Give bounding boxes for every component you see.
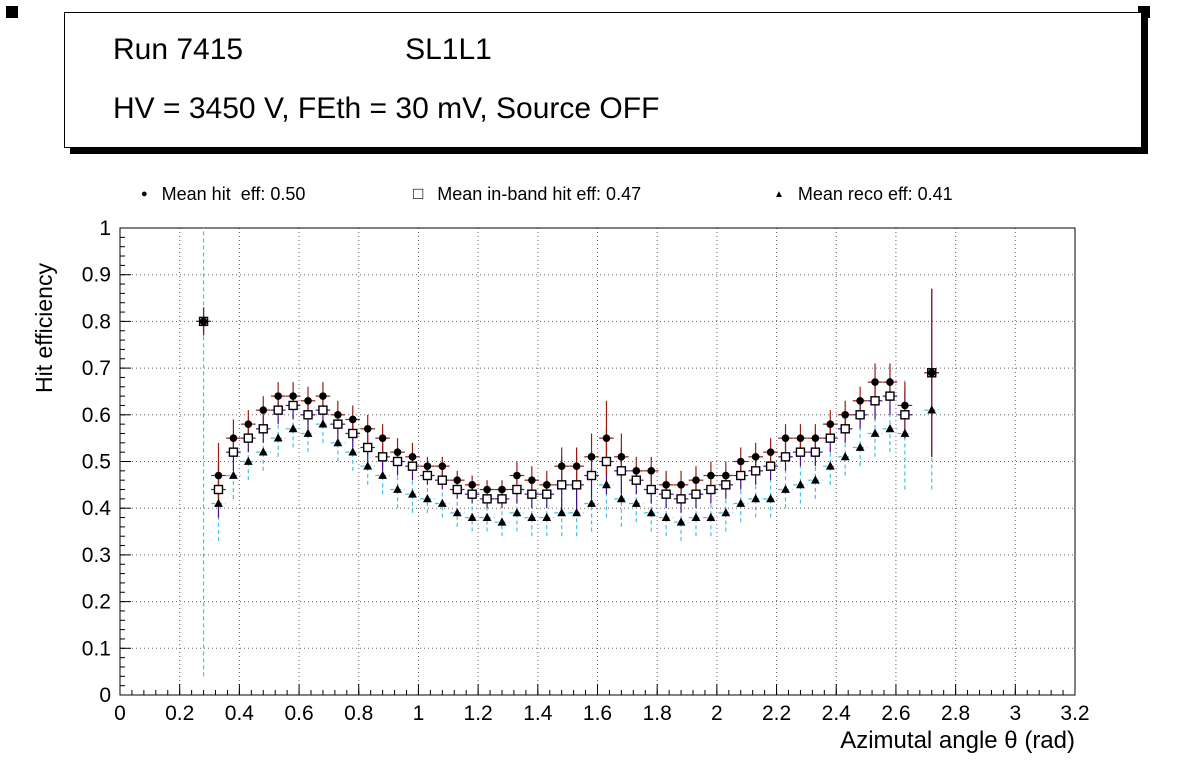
legend-item-inband-hit-eff: □ Mean in-band hit eff: 0.47 xyxy=(413,184,641,205)
y-tick-label: 0.1 xyxy=(82,637,111,660)
series-reco-eff-error-bars xyxy=(196,228,940,677)
series-reco-eff-markers xyxy=(199,316,937,526)
x-tick-label: 1.2 xyxy=(464,702,493,725)
x-tick-label: 1.8 xyxy=(643,702,672,725)
y-tick-label: 0.7 xyxy=(82,357,111,380)
x-tick-label: 1 xyxy=(413,702,425,725)
x-tick-label: 1.4 xyxy=(523,702,553,725)
x-tick-label: 0.6 xyxy=(284,702,313,725)
x-tick-label: 0.2 xyxy=(165,702,194,725)
x-tick-label: 2.2 xyxy=(762,702,791,725)
x-tick-label: 2.6 xyxy=(881,702,910,725)
y-tick-label: 0 xyxy=(99,684,111,707)
legend-label-reco-eff: Mean reco eff: 0.41 xyxy=(797,184,953,204)
x-tick-label: 0.8 xyxy=(344,702,373,725)
x-tick-label: 2.4 xyxy=(822,702,852,725)
x-tick-label: 3 xyxy=(1009,702,1021,725)
conditions-label: HV = 3450 V, FEth = 30 mV, Source OFF xyxy=(113,92,660,125)
x-tick-label: 2.8 xyxy=(941,702,970,725)
x-axis-title: Azimutal angle θ (rad) xyxy=(840,727,1075,754)
x-tick-label: 1.6 xyxy=(583,702,612,725)
series-hit-eff-markers xyxy=(199,317,936,494)
y-tick-label: 0.9 xyxy=(82,264,111,287)
y-tick-label: 0.5 xyxy=(82,451,111,474)
filled-circle-marker-icon: ● xyxy=(141,188,148,200)
y-tick-label: 0.3 xyxy=(82,544,111,567)
legend-label-hit-eff: Mean hit eff: 0.50 xyxy=(161,184,306,204)
chamber-label: SL1L1 xyxy=(405,33,492,66)
x-tick-label: 0.4 xyxy=(225,702,255,725)
title-box: Run 7415 SL1L1 HV = 3450 V, FEth = 30 mV,… xyxy=(64,12,1142,148)
run-label: Run 7415 xyxy=(113,33,244,66)
x-tick-label: 0 xyxy=(114,702,126,725)
canvas-corner-handle-left xyxy=(6,6,18,18)
legend: ● Mean hit eff: 0.50 □ Mean in-band hit … xyxy=(0,184,1196,208)
data-points xyxy=(196,228,940,677)
y-tick-label: 0.8 xyxy=(82,310,111,333)
title-line-run: Run 7415 SL1L1 xyxy=(113,32,1141,68)
y-tick-label: 0.4 xyxy=(82,497,112,520)
y-tick-label: 0.6 xyxy=(82,404,111,427)
y-tick-label: 0.2 xyxy=(82,591,111,614)
x-tick-label: 2 xyxy=(711,702,723,725)
y-tick-label: 1 xyxy=(99,217,111,240)
legend-item-reco-eff: ▲ Mean reco eff: 0.41 xyxy=(774,184,953,205)
x-tick-label: 3.2 xyxy=(1060,702,1089,725)
series-inband-hit-eff-markers xyxy=(198,316,937,504)
axis-ticks: 0 0.2 0.4 0.6 0.8 1 1.2 1.4 1.6 1.8 2 2.2 2.4 2.6 2.8 3… xyxy=(82,217,1090,725)
legend-item-hit-eff: ● Mean hit eff: 0.50 xyxy=(141,184,305,205)
filled-triangle-marker-icon: ▲ xyxy=(774,188,784,200)
legend-label-inband-hit-eff: Mean in-band hit eff: 0.47 xyxy=(437,184,642,204)
open-square-marker-icon: □ xyxy=(413,184,424,203)
